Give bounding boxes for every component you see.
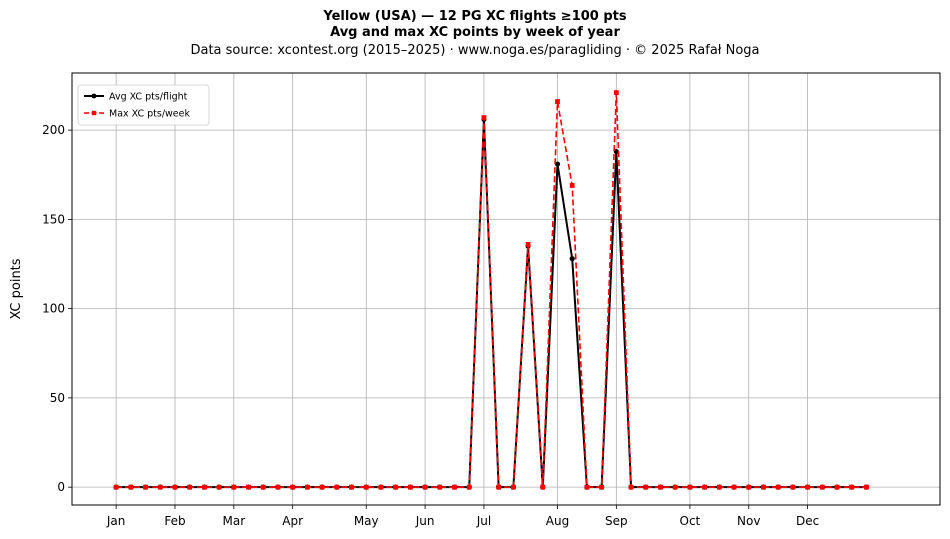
data-point: [672, 484, 678, 490]
data-point: [260, 484, 266, 490]
data-point: [407, 484, 413, 490]
data-point: [349, 484, 354, 490]
x-tick-label: Aug: [546, 514, 569, 528]
data-point: [554, 161, 561, 167]
legend-marker: [91, 93, 97, 99]
axis-ticks: 0 50 100 150 200 Jan Feb Mar Apr May Jun Jul Aug Sep O…: [42, 123, 819, 528]
data-point: [746, 484, 752, 490]
x-tick-label: Dec: [796, 514, 819, 528]
data-point: [216, 484, 222, 490]
data-point: [113, 484, 119, 490]
data-point: [864, 484, 869, 490]
x-tick-label: Apr: [282, 514, 303, 528]
data-point: [834, 484, 840, 490]
data-point: [510, 484, 516, 490]
series-line-0: [116, 118, 867, 489]
data-point: [246, 484, 251, 490]
legend-label: Max XC pts/week: [109, 109, 190, 120]
data-point: [363, 484, 369, 490]
data-point: [393, 484, 399, 490]
data-point: [128, 484, 134, 490]
data-point: [525, 241, 531, 247]
data-point: [275, 484, 281, 490]
data-point: [157, 484, 163, 490]
x-tick-label: Oct: [680, 514, 701, 528]
data-point: [805, 484, 810, 490]
data-point: [143, 484, 148, 490]
data-point: [202, 484, 207, 490]
data-point: [334, 484, 340, 490]
chart-source-note: Data source: xcontest.org (2015–2025) · …: [190, 43, 760, 58]
data-point: [481, 115, 487, 121]
data-point: [687, 484, 693, 490]
data-point: [496, 484, 502, 490]
x-tick-label: Feb: [164, 514, 185, 528]
chart-title: Yellow (USA) — 12 PG XC flights ≥100 pts: [323, 9, 627, 24]
x-tick-label: May: [354, 514, 379, 528]
data-point: [775, 484, 781, 490]
x-tick-label: Jul: [476, 514, 491, 528]
y-tick-label: 50: [50, 391, 65, 405]
data-point: [569, 256, 575, 262]
data-point: [584, 484, 590, 490]
series-group: [113, 90, 870, 490]
data-point: [540, 484, 546, 490]
data-point: [231, 484, 237, 490]
data-point: [599, 484, 605, 490]
legend-box: [77, 84, 210, 126]
series-line-1: [116, 91, 867, 488]
data-point: [761, 484, 766, 490]
plot-frame: [71, 72, 941, 506]
data-point: [790, 484, 796, 490]
x-tick-label: Nov: [737, 514, 760, 528]
data-point: [319, 484, 325, 490]
data-point: [613, 90, 619, 96]
data-point: [304, 484, 310, 490]
data-point: [422, 484, 428, 490]
y-tick-label: 200: [42, 123, 65, 137]
data-point: [172, 484, 178, 490]
data-point: [613, 148, 619, 155]
y-tick-label: 150: [42, 212, 65, 226]
x-tick-label: Jan: [106, 514, 126, 528]
legend-marker: [91, 110, 97, 116]
data-point: [555, 99, 560, 104]
x-tick-label: Sep: [605, 514, 628, 528]
data-point: [716, 484, 722, 490]
x-tick-label: Jun: [415, 514, 435, 528]
data-point: [290, 484, 296, 490]
y-axis-label: XC points: [9, 258, 24, 319]
data-point: [569, 183, 575, 188]
data-point: [466, 484, 472, 490]
chart-subtitle: Avg and max XC points by week of year: [330, 25, 620, 40]
grid-lines: [72, 73, 940, 505]
data-point: [452, 484, 457, 490]
y-tick-label: 100: [42, 302, 65, 316]
data-point: [849, 484, 855, 490]
data-point: [819, 484, 825, 490]
x-tick-label: Mar: [223, 514, 246, 528]
legend: Avg XC pts/flight Max XC pts/week: [77, 84, 210, 126]
legend-label: Avg XC pts/flight: [109, 92, 188, 103]
data-point: [437, 484, 443, 490]
data-point: [628, 484, 634, 490]
data-point: [643, 484, 649, 490]
y-tick-label: 0: [57, 480, 65, 494]
data-point: [658, 484, 663, 490]
data-point: [731, 484, 737, 490]
data-point: [702, 484, 708, 490]
data-point: [378, 484, 384, 490]
data-point: [187, 484, 193, 490]
